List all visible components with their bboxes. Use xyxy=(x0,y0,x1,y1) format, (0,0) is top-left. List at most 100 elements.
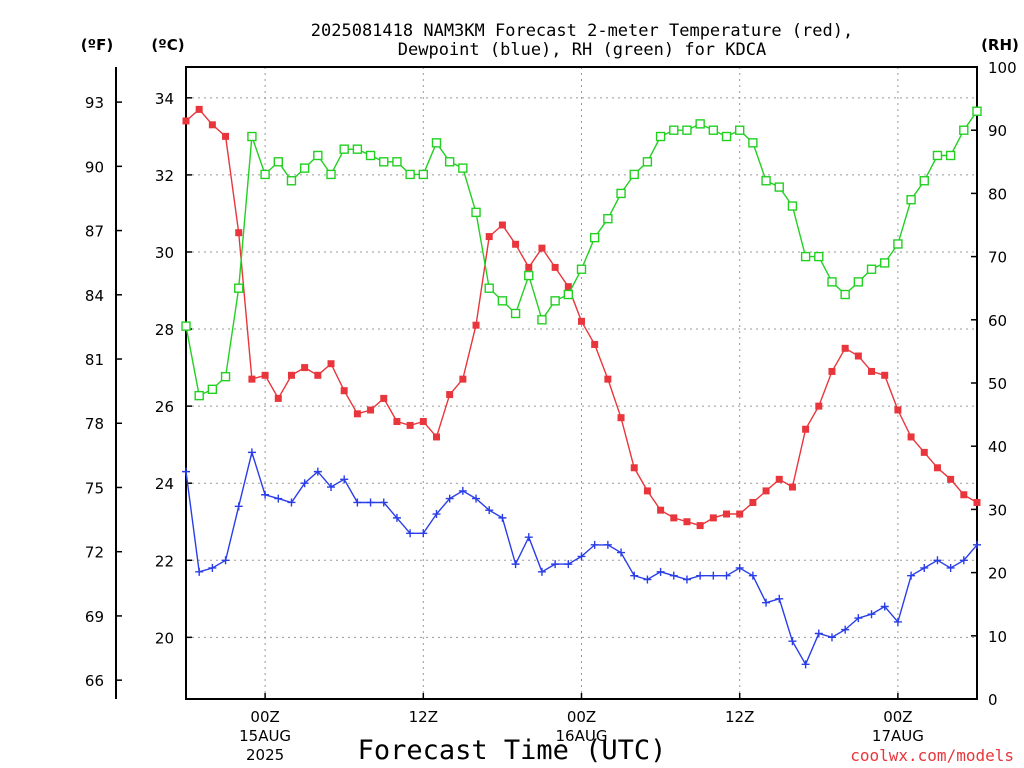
rh-tick-label: 100 xyxy=(988,59,1017,77)
rh-point xyxy=(524,270,534,281)
dewpoint-point xyxy=(551,560,560,569)
rh-point xyxy=(853,277,864,287)
temperature-point xyxy=(222,132,230,140)
rh-tick-label: 40 xyxy=(988,438,1007,456)
temperature-point xyxy=(643,487,651,495)
dewpoint-point xyxy=(788,637,797,646)
rh-tick-label: 70 xyxy=(988,249,1007,267)
rh-point xyxy=(616,188,626,199)
temperature-point xyxy=(498,221,506,229)
rh-point xyxy=(972,106,982,116)
dewpoint-point xyxy=(775,594,784,603)
x-axis-label: Forecast Time (UTC) xyxy=(358,735,667,766)
dewpoint-point xyxy=(577,552,586,561)
rh-point xyxy=(840,289,850,300)
temperature-point xyxy=(274,394,282,402)
rh-point xyxy=(510,308,521,319)
dewpoint-point xyxy=(854,614,863,623)
dewpoint-point xyxy=(221,556,230,565)
unit-label-rh: (RH) xyxy=(981,36,1019,54)
rh-point xyxy=(880,258,890,268)
dewpoint-series xyxy=(182,448,981,669)
rh-point xyxy=(260,169,270,180)
rh-point xyxy=(379,157,389,167)
celsius-tick-label: 34 xyxy=(155,90,174,108)
rh-tick-label: 90 xyxy=(988,122,1007,140)
rh-point xyxy=(339,144,349,154)
dewpoint-point xyxy=(630,571,639,580)
rh-point xyxy=(589,232,600,243)
temperature-point xyxy=(920,448,928,456)
rh-point xyxy=(563,289,574,300)
rh-point xyxy=(299,163,310,173)
temperature-point xyxy=(736,510,744,518)
rh-point xyxy=(313,150,323,161)
dewpoint-point xyxy=(590,540,599,549)
dewpoint-point xyxy=(511,560,520,569)
rh-tick-label: 80 xyxy=(988,185,1007,203)
rh-point xyxy=(234,283,244,293)
temperature-point xyxy=(393,418,401,426)
dewpoint-point xyxy=(445,494,454,503)
temperature-point xyxy=(973,498,981,506)
x-tick-label: 00Z xyxy=(567,708,596,726)
dewpoint-point xyxy=(682,575,691,584)
rh-tick-label: 50 xyxy=(988,375,1007,393)
rh-point xyxy=(352,144,363,154)
rh-point xyxy=(537,315,547,325)
rh-point xyxy=(721,131,732,142)
unit-label-fahrenheit: (ºF) xyxy=(81,36,113,54)
rh-point xyxy=(761,176,771,186)
rh-point xyxy=(194,390,204,401)
dewpoint-point xyxy=(709,571,718,580)
temperature-point xyxy=(868,367,876,375)
rh-point xyxy=(774,182,784,192)
temperature-point xyxy=(762,487,770,495)
temperature-point xyxy=(788,483,796,491)
x-tick-date: 16AUG xyxy=(556,727,608,745)
fahrenheit-tick-label: 84 xyxy=(85,287,104,305)
rh-point xyxy=(484,283,494,293)
temperature-point xyxy=(248,375,256,383)
dewpoint-point xyxy=(617,548,626,557)
temperature-point xyxy=(841,344,849,352)
rh-point xyxy=(748,138,758,148)
temperature-point xyxy=(815,402,823,410)
fahrenheit-tick-label: 87 xyxy=(85,223,104,241)
dewpoint-point xyxy=(274,494,283,503)
dewpoint-point xyxy=(327,483,336,492)
temperature-point xyxy=(960,491,968,499)
dewpoint-point xyxy=(247,448,256,457)
dewpoint-point xyxy=(933,556,942,565)
fahrenheit-tick-label: 93 xyxy=(85,94,104,112)
dewpoint-point xyxy=(182,467,190,476)
fahrenheit-tick-label: 72 xyxy=(85,544,104,562)
fahrenheit-tick-label: 75 xyxy=(85,479,104,497)
temperature-point xyxy=(406,421,414,429)
dewpoint-point xyxy=(669,571,678,580)
dewpoint-point xyxy=(419,529,428,538)
rh-point xyxy=(405,169,415,180)
dewpoint-point xyxy=(287,498,296,507)
x-tick-date: 15AUG xyxy=(239,727,291,745)
temperature-point xyxy=(670,514,678,522)
dewpoint-point xyxy=(472,494,481,503)
rh-point xyxy=(959,125,969,135)
temperature-point xyxy=(802,425,810,433)
temperature-point xyxy=(591,340,599,348)
temperature-point xyxy=(432,433,440,441)
fahrenheit-tick-label: 66 xyxy=(85,672,104,690)
credit-text: coolwx.com/models xyxy=(850,746,1014,765)
temperature-point xyxy=(709,514,717,522)
fahrenheit-tick-label: 90 xyxy=(85,158,104,176)
dewpoint-point xyxy=(880,602,889,611)
temperature-point xyxy=(353,410,361,418)
rh-point xyxy=(945,150,956,161)
celsius-tick-label: 22 xyxy=(155,552,174,570)
rh-point xyxy=(418,169,428,180)
dewpoint-point xyxy=(603,540,612,549)
rh-point xyxy=(458,163,468,173)
rh-point xyxy=(629,169,639,180)
temperature-point xyxy=(195,105,203,113)
